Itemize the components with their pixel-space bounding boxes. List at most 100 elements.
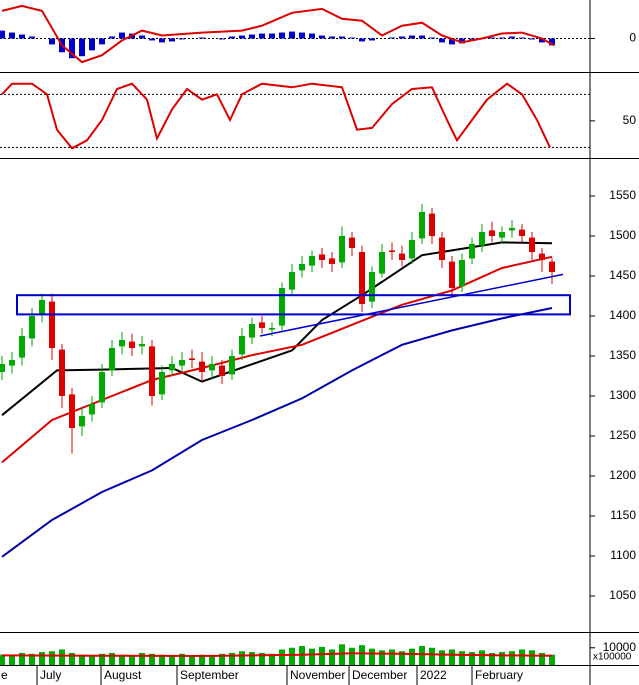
bar — [89, 655, 95, 665]
bar — [529, 38, 535, 40]
candle-body — [119, 340, 125, 347]
panel — [0, 644, 555, 665]
bar — [309, 33, 315, 39]
bar — [69, 652, 75, 665]
candle-body — [209, 364, 215, 371]
candle-body — [329, 258, 335, 264]
candle-body — [379, 252, 385, 274]
candle-body — [309, 256, 315, 266]
candle-body — [299, 264, 305, 271]
candle-body — [189, 358, 195, 360]
candle-body — [9, 360, 15, 366]
bar — [439, 650, 445, 665]
candle-body — [39, 300, 45, 315]
bar — [549, 654, 555, 665]
candle-body — [269, 328, 275, 330]
candle-body — [449, 261, 455, 288]
bar — [179, 653, 185, 665]
candle-body — [509, 228, 515, 231]
y-tick-label: 1400 — [609, 308, 636, 322]
bar — [9, 32, 15, 39]
bar — [239, 651, 245, 665]
candle-body — [279, 288, 285, 326]
bar — [289, 31, 295, 39]
bar — [459, 38, 465, 44]
candle-body — [439, 237, 445, 260]
bar — [409, 648, 415, 665]
bar — [219, 38, 225, 40]
y-tick-label: 10000 — [603, 640, 637, 654]
bar — [469, 652, 475, 665]
line — [1, 241, 553, 416]
candle-body — [419, 212, 425, 239]
bar — [99, 653, 105, 665]
candle-body — [519, 229, 525, 236]
bar — [309, 648, 315, 665]
bar — [509, 651, 515, 665]
bar — [449, 38, 455, 45]
bar — [29, 653, 35, 665]
bar — [19, 34, 25, 39]
bar — [169, 38, 175, 42]
line — [1, 652, 553, 658]
bar — [159, 654, 165, 665]
bar — [209, 656, 215, 665]
bar — [369, 648, 375, 665]
bar — [429, 37, 435, 39]
candle-body — [99, 372, 105, 403]
panel — [0, 82, 590, 150]
bar — [119, 32, 125, 39]
candle-body — [159, 372, 165, 395]
candle-body — [219, 365, 225, 376]
bar — [0, 30, 5, 39]
candle-body — [459, 260, 465, 287]
bar — [359, 645, 365, 665]
bar — [179, 38, 185, 40]
bar — [79, 38, 85, 57]
bar — [199, 37, 205, 39]
bar — [79, 654, 85, 665]
bar — [279, 649, 285, 665]
y-tick-label: 1050 — [609, 588, 636, 602]
bar — [189, 655, 195, 665]
y-tick-label: 50 — [623, 113, 637, 127]
candle-body — [369, 272, 375, 302]
x-tick-label: December — [352, 668, 407, 682]
bar — [49, 651, 55, 665]
bar — [449, 649, 455, 665]
candle-body — [469, 244, 475, 259]
y-tick-label: 1150 — [610, 508, 636, 522]
candle-body — [239, 336, 245, 355]
bar — [9, 655, 15, 665]
bar — [399, 651, 405, 665]
panel — [0, 204, 571, 558]
candle-body — [339, 236, 345, 263]
bar — [489, 37, 495, 39]
bar — [159, 38, 165, 43]
bar — [359, 38, 365, 42]
x-tick-label: August — [104, 668, 142, 682]
candle-body — [479, 232, 485, 246]
line — [1, 255, 553, 464]
x-tick-label: November — [290, 668, 345, 682]
bar — [379, 650, 385, 665]
candle-body — [19, 336, 25, 358]
bar — [399, 36, 405, 39]
candle-body — [29, 316, 35, 339]
candle-body — [389, 250, 395, 252]
bar — [409, 35, 415, 39]
bar — [419, 35, 425, 39]
x-tick-label: 2022 — [420, 668, 447, 682]
x-tick-label: February — [475, 668, 523, 682]
y-tick-label: 1350 — [609, 348, 636, 362]
candle-body — [359, 252, 365, 304]
bar — [539, 652, 545, 665]
bar — [329, 36, 335, 39]
candle-body — [249, 324, 255, 338]
bar — [529, 650, 535, 665]
y-tick-label: 1100 — [610, 548, 636, 562]
candle-body — [199, 361, 205, 372]
y-tick-label: 1250 — [609, 428, 636, 442]
bar — [539, 38, 545, 43]
bar — [19, 652, 25, 665]
